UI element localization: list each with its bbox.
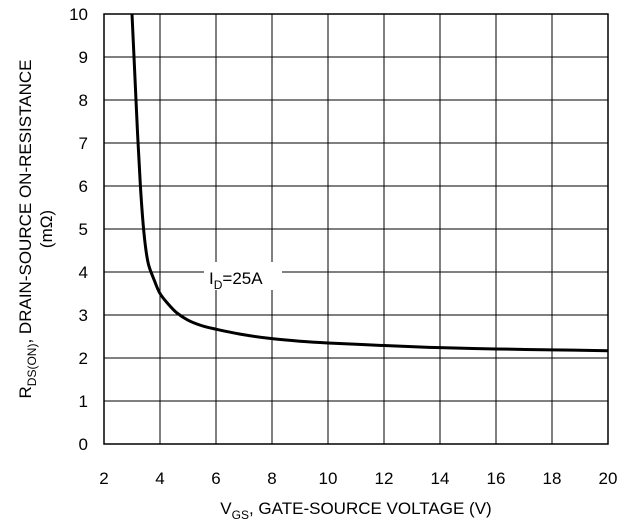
x-tick-label: 18 [543,469,562,488]
x-tick-label: 2 [99,469,108,488]
x-tick-labels: 2 4 6 8 10 12 14 16 18 20 [99,469,617,488]
x-tick-label: 10 [319,469,338,488]
y-axis-label: RDS(ON), DRAIN-SOURCE ON-RESISTANCE [16,60,39,399]
x-tick-label: 6 [211,469,220,488]
y-tick-label: 10 [69,5,88,24]
x-axis-label: VGS, GATE-SOURCE VOLTAGE (V) [220,499,491,522]
x-axis-label-main: V [220,499,232,518]
plot-frame [103,13,609,445]
y-tick-label: 4 [79,263,88,282]
grid [103,13,609,445]
y-tick-label: 0 [79,435,88,454]
y-tick-label: 6 [79,177,88,196]
y-tick-label: 2 [79,349,88,368]
curve-layer [130,13,609,353]
series-line [130,13,609,353]
annotation-main: I [209,269,214,288]
x-tick-label: 14 [431,469,450,488]
annotation-sub: D [214,278,223,292]
y-axis-label-unit: (mΩ) [37,210,56,248]
y-tick-labels: 0 1 2 3 4 5 6 7 8 9 10 [69,5,88,454]
y-tick-label: 3 [79,306,88,325]
y-axis-label-rest: , DRAIN-SOURCE ON-RESISTANCE [16,60,35,344]
y-tick-label: 7 [79,134,88,153]
y-tick-label: 9 [79,48,88,67]
y-tick-label: 5 [79,220,88,239]
y-axis-label-sub: DS(ON) [25,344,39,387]
x-axis-label-rest: , GATE-SOURCE VOLTAGE (V) [249,499,492,518]
x-tick-label: 20 [599,469,618,488]
x-axis-label-sub: GS [232,508,249,522]
x-tick-label: 12 [375,469,394,488]
y-tick-label: 8 [79,91,88,110]
x-tick-label: 16 [487,469,506,488]
x-tick-label: 4 [155,469,164,488]
annotation: ID=25A [209,269,263,292]
annotation-background [204,262,282,290]
annotation-rest: =25A [222,269,263,288]
y-tick-label: 1 [79,392,88,411]
x-tick-label: 8 [267,469,276,488]
y-axis-label-main: R [16,386,35,398]
